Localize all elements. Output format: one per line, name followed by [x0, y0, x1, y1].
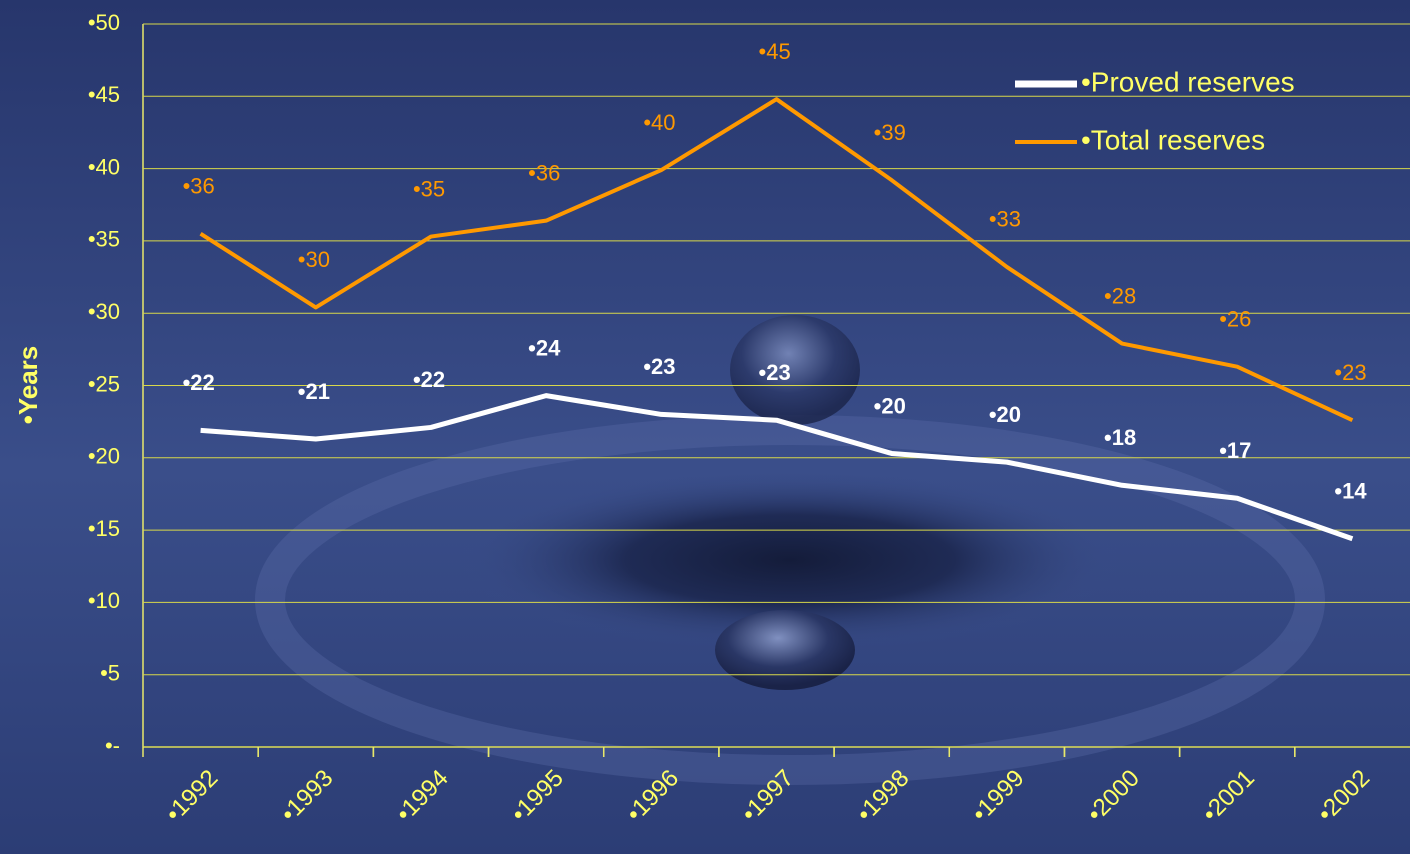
y-axis-label: •Years — [13, 346, 43, 425]
legend-label: •Total reserves — [1081, 124, 1265, 155]
y-tick-label: •25 — [88, 371, 120, 396]
ripple — [255, 415, 1325, 785]
data-label: •23 — [1334, 360, 1366, 385]
droplet — [730, 315, 860, 425]
data-label: •22 — [183, 370, 215, 395]
data-label: •26 — [1219, 307, 1251, 332]
ripple-center — [460, 470, 1120, 650]
data-label: •40 — [643, 110, 675, 135]
series-line — [200, 393, 1354, 542]
y-tick-label: •5 — [100, 661, 120, 686]
y-tick-label: •15 — [88, 516, 120, 541]
data-label: •22 — [413, 367, 445, 392]
data-label: •36 — [183, 173, 215, 198]
data-label: •36 — [528, 160, 560, 185]
droplet — [715, 610, 855, 690]
data-label: •23 — [759, 360, 791, 385]
y-tick-label: •40 — [88, 154, 120, 179]
y-tick-label: •45 — [88, 82, 120, 107]
y-tick-label: •50 — [88, 10, 120, 35]
data-label: •21 — [298, 379, 330, 404]
series-line — [199, 97, 1354, 423]
data-label: •14 — [1334, 479, 1367, 504]
data-label: •17 — [1219, 438, 1251, 463]
y-tick-label: •10 — [88, 588, 120, 613]
data-label: •35 — [413, 176, 445, 201]
y-tick-label: •- — [105, 733, 120, 758]
data-label: •45 — [759, 39, 791, 64]
y-tick-label: •30 — [88, 299, 120, 324]
legend-label: •Proved reserves — [1081, 66, 1295, 97]
y-tick-label: •20 — [88, 444, 120, 469]
data-label: •24 — [528, 335, 561, 360]
data-label: •20 — [874, 393, 906, 418]
y-tick-label: •35 — [88, 227, 120, 252]
data-label: •18 — [1104, 425, 1136, 450]
data-label: •23 — [643, 354, 675, 379]
data-label: •39 — [874, 120, 906, 145]
data-label: •33 — [989, 207, 1021, 232]
data-label: •20 — [989, 402, 1021, 427]
data-label: •30 — [298, 247, 330, 272]
data-label: •28 — [1104, 283, 1136, 308]
